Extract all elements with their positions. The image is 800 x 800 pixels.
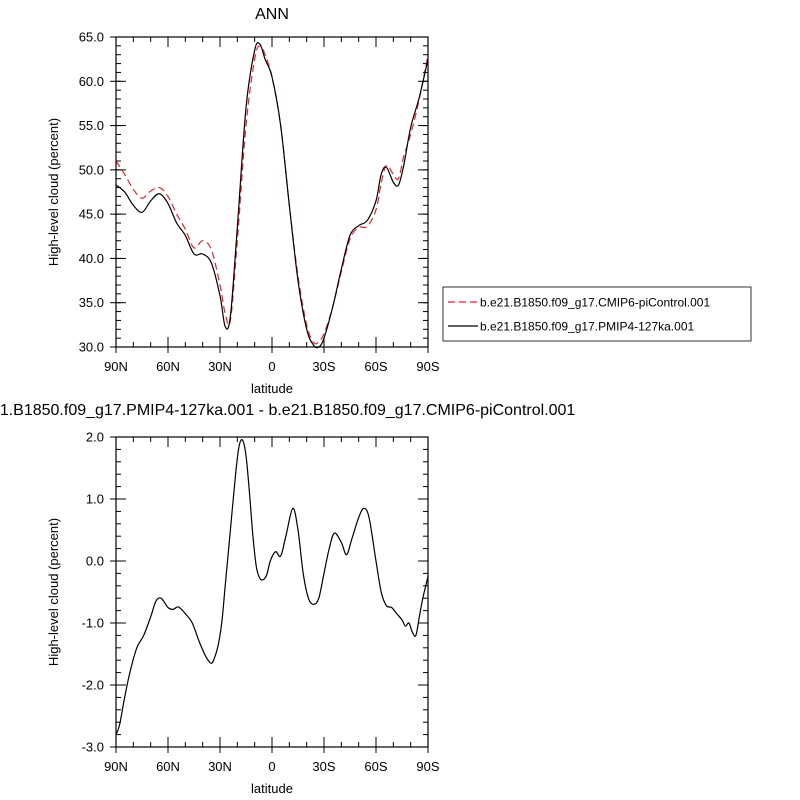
x-tick-label: 30S [312, 759, 335, 774]
x-tick-label: 0 [268, 359, 275, 374]
x-tick-label: 90N [104, 759, 128, 774]
chart-title: ANN [255, 6, 289, 23]
y-tick-label: -1.0 [82, 616, 104, 631]
y-tick-label: 50.0 [79, 162, 104, 177]
x-tick-label: 30S [312, 359, 335, 374]
x-tick-label: 60N [156, 759, 180, 774]
series-line-1 [115, 45, 429, 345]
x-tick-label: 60S [364, 759, 387, 774]
y-tick-label: 40.0 [79, 251, 104, 266]
x-tick-label: 90S [416, 359, 439, 374]
y-tick-label: 35.0 [79, 295, 104, 310]
y-tick-label: 30.0 [79, 340, 104, 355]
x-tick-label: 0 [268, 759, 275, 774]
chart-panel-1: ANN latitude High-level cloud (percent) 90N… [46, 6, 752, 396]
x-tick-label: 60N [156, 359, 180, 374]
y-tick-label: 45.0 [79, 207, 104, 222]
y-tick-label: -2.0 [82, 678, 104, 693]
x-tick-label: 30N [208, 359, 232, 374]
x-axis-label: latitude [251, 781, 293, 796]
y-tick-label: 65.0 [79, 30, 104, 45]
y-tick-label: 55.0 [79, 118, 104, 133]
y-tick-label: 0.0 [86, 554, 104, 569]
series-line-1 [115, 439, 429, 735]
x-tick-label: 90S [416, 759, 439, 774]
legend-label-1: b.e21.B1850.f09_g17.CMIP6-piControl.001 [480, 296, 710, 310]
x-tick-label: 90N [104, 359, 128, 374]
y-axis-label: High-level cloud (percent) [46, 118, 61, 266]
y-tick-label: 2.0 [86, 430, 104, 445]
legend-box [442, 286, 752, 342]
series-line-2 [115, 42, 429, 349]
y-tick-label: 60.0 [79, 74, 104, 89]
plot-frame [115, 36, 429, 348]
y-axis-label: High-level cloud (percent) [46, 518, 61, 666]
chart-title: b.e21.B1850.f09_g17.PMIP4-127ka.001 - b.… [0, 402, 575, 419]
chart-panel-2: b.e21.B1850.f09_g17.PMIP4-127ka.001 - b.… [0, 402, 575, 796]
y-tick-label: -3.0 [82, 740, 104, 755]
x-tick-label: 30N [208, 759, 232, 774]
legend-label-2: b.e21.B1850.f09_g17.PMIP4-127ka.001 [480, 320, 694, 334]
plot-frame [115, 436, 429, 748]
y-tick-label: 1.0 [86, 492, 104, 507]
legend: b.e21.B1850.f09_g17.CMIP6-piControl.001b… [442, 286, 752, 342]
x-axis-label: latitude [251, 381, 293, 396]
x-tick-label: 60S [364, 359, 387, 374]
